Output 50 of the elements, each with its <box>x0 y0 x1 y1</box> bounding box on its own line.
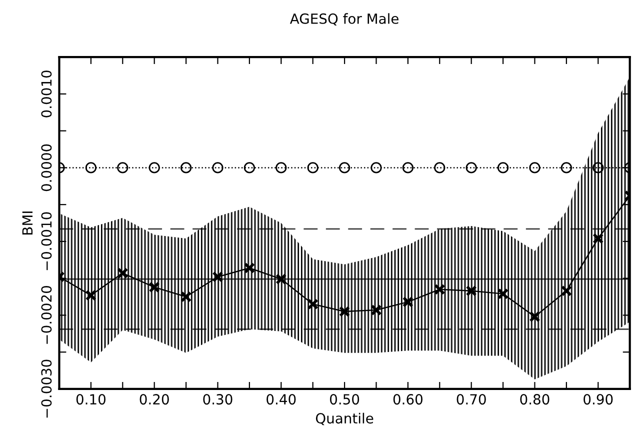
x-tick-label: 0.10 <box>76 394 106 405</box>
point <box>529 162 540 174</box>
point <box>117 162 128 174</box>
point <box>466 162 477 174</box>
x-tick-label: 0.30 <box>203 394 232 405</box>
point <box>244 162 255 174</box>
x-tick-label: 0.90 <box>584 394 613 405</box>
y-tick-label: −0.0020 <box>41 286 52 344</box>
x-tick-label: 0.60 <box>393 394 422 405</box>
y-tick-label: −0.0030 <box>41 360 52 418</box>
point <box>370 162 382 174</box>
point <box>466 285 477 296</box>
point <box>529 311 540 322</box>
point <box>148 162 160 174</box>
x-tick-label: 0.40 <box>266 394 296 405</box>
point <box>560 285 572 296</box>
point <box>180 291 192 302</box>
point <box>560 162 572 174</box>
point <box>434 162 446 174</box>
x-tick-label: 0.50 <box>330 394 360 405</box>
point <box>370 304 382 316</box>
point <box>338 306 350 318</box>
point <box>85 290 97 301</box>
point <box>592 232 604 244</box>
point <box>497 162 509 174</box>
x-tick-label: 0.20 <box>140 394 169 405</box>
point <box>212 162 224 174</box>
point <box>338 162 350 174</box>
point <box>85 162 97 174</box>
x-axis-title: Quantile <box>316 412 374 426</box>
x-tick-label: 0.70 <box>456 394 486 405</box>
point <box>307 298 318 310</box>
point <box>180 162 192 174</box>
chart-title: AGESQ for Male <box>290 13 398 26</box>
y-tick-label: 0.0000 <box>41 144 52 192</box>
point <box>117 268 128 279</box>
y-tick-label: 0.0010 <box>41 70 52 118</box>
point <box>148 282 160 293</box>
point <box>244 262 255 274</box>
y-tick-label: −0.0010 <box>41 212 52 270</box>
point <box>276 274 287 285</box>
point <box>402 296 414 308</box>
point <box>212 271 224 282</box>
point <box>592 162 604 174</box>
point <box>402 162 414 174</box>
x-tick-label: 0.80 <box>520 394 550 405</box>
point <box>276 162 287 174</box>
y-axis-title: BMI <box>22 212 32 234</box>
point <box>307 162 318 174</box>
point <box>434 284 446 295</box>
